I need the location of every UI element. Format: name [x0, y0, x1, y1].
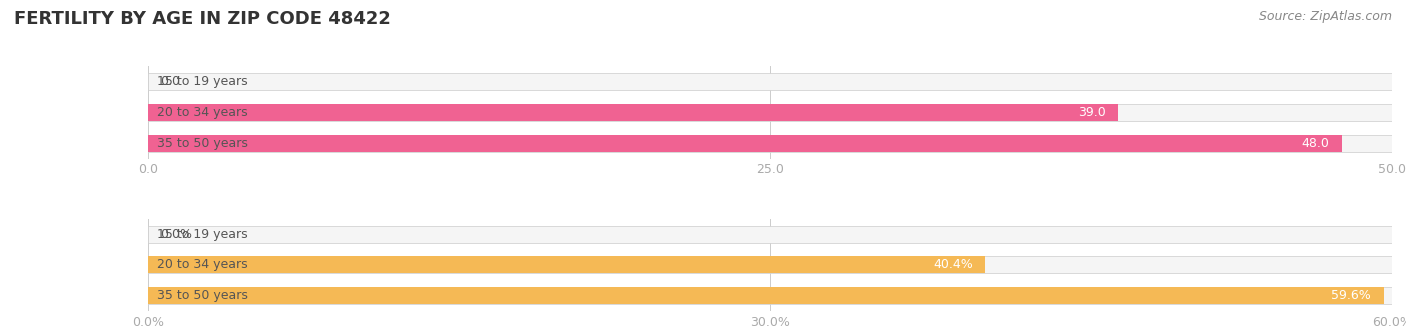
Text: 20 to 34 years: 20 to 34 years: [149, 106, 247, 119]
Bar: [148, 257, 986, 273]
Bar: [148, 104, 1392, 121]
Bar: [148, 287, 1384, 304]
Bar: [148, 73, 1392, 90]
Bar: [148, 104, 1118, 121]
Bar: [148, 135, 1392, 152]
Text: 20 to 34 years: 20 to 34 years: [149, 259, 247, 271]
Bar: [148, 226, 1392, 243]
Text: 35 to 50 years: 35 to 50 years: [149, 289, 247, 302]
Text: 0.0%: 0.0%: [160, 228, 193, 241]
Text: 35 to 50 years: 35 to 50 years: [149, 137, 247, 150]
Bar: [148, 135, 1343, 152]
Text: 15 to 19 years: 15 to 19 years: [149, 228, 247, 241]
Text: 15 to 19 years: 15 to 19 years: [149, 75, 247, 88]
Text: 40.4%: 40.4%: [934, 259, 973, 271]
Bar: [148, 287, 1392, 304]
Text: 48.0: 48.0: [1302, 137, 1330, 150]
Text: Source: ZipAtlas.com: Source: ZipAtlas.com: [1258, 10, 1392, 23]
Text: FERTILITY BY AGE IN ZIP CODE 48422: FERTILITY BY AGE IN ZIP CODE 48422: [14, 10, 391, 28]
Text: 0.0: 0.0: [160, 75, 180, 88]
Text: 39.0: 39.0: [1078, 106, 1105, 119]
Bar: [148, 257, 1392, 273]
Text: 59.6%: 59.6%: [1331, 289, 1371, 302]
